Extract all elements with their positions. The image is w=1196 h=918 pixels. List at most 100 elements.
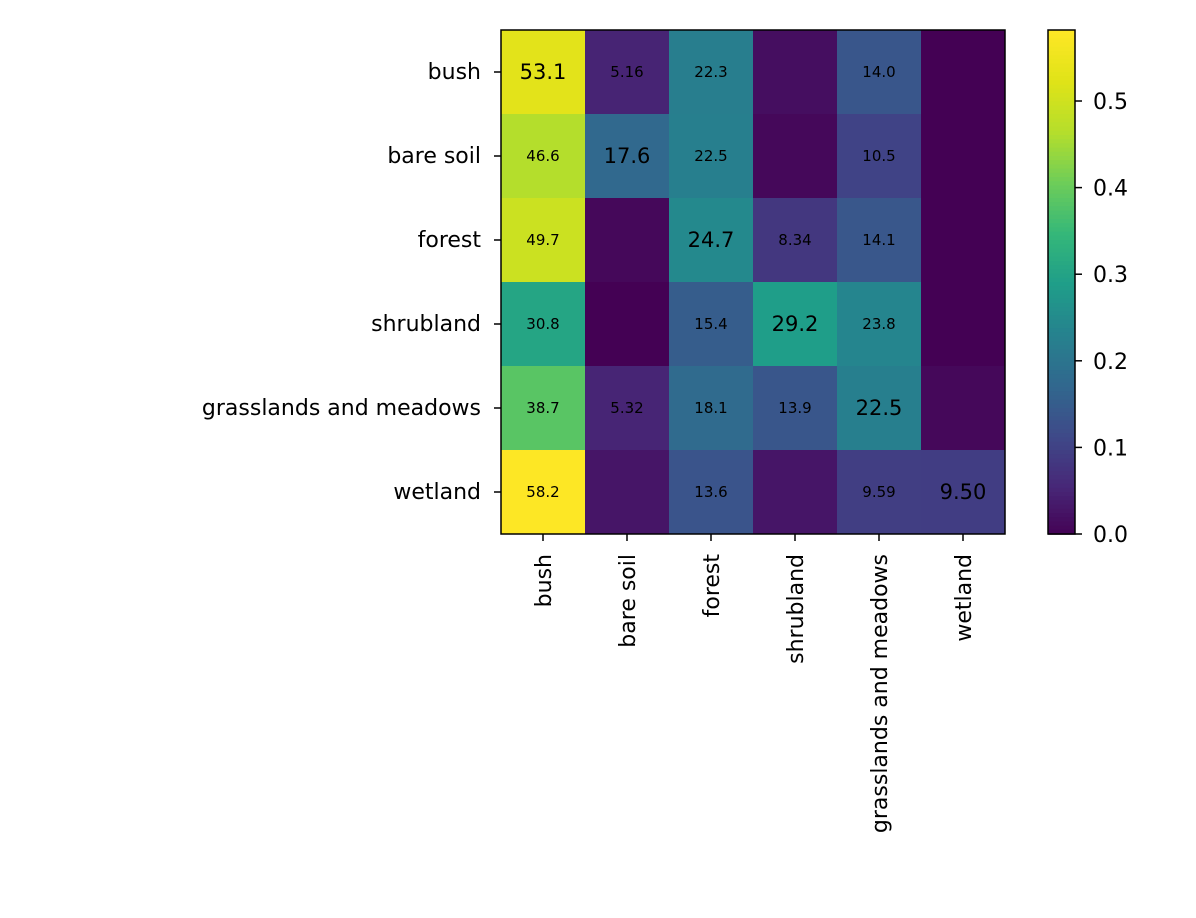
colorbar-gradient-strip xyxy=(1048,252,1075,258)
colorbar-gradient-strip xyxy=(1048,240,1075,245)
colorbar-gradient-strip xyxy=(1048,227,1075,233)
colorbar-gradient-strip xyxy=(1048,277,1075,283)
colorbar-gradient-strip xyxy=(1048,445,1075,451)
heatmap-cell xyxy=(501,114,585,198)
cell-value-label: 8.34 xyxy=(778,231,811,249)
heatmap-cell xyxy=(669,366,753,450)
colorbar-gradient-strip xyxy=(1048,492,1075,497)
colorbar-gradient-strip xyxy=(1048,101,1075,107)
colorbar-gradient-strip xyxy=(1048,30,1075,35)
colorbar-tick-label: 0.2 xyxy=(1093,350,1128,375)
heatmap-cell xyxy=(921,366,1005,450)
cell-value-label: 53.1 xyxy=(520,60,567,84)
colorbar-gradient-strip xyxy=(1048,202,1075,208)
heatmap-cell xyxy=(501,450,585,534)
colorbar-gradient-strip xyxy=(1048,382,1075,388)
colorbar-gradient-strip xyxy=(1048,80,1075,86)
heatmap-cell xyxy=(585,282,669,366)
cell-value-label: 22.5 xyxy=(694,147,727,165)
heatmap-cell xyxy=(921,114,1005,198)
cell-value-label: 9.50 xyxy=(940,480,987,504)
colorbar-gradient-strip xyxy=(1048,332,1075,338)
heatmap-cell xyxy=(837,198,921,282)
colorbar-gradient-strip xyxy=(1048,525,1075,531)
colorbar-gradient-strip xyxy=(1048,168,1075,174)
cell-value-label: 22.5 xyxy=(856,396,903,420)
colorbar-gradient-strip xyxy=(1048,88,1075,94)
cell-value-label: 49.7 xyxy=(526,231,559,249)
colorbar-gradient-strip xyxy=(1048,366,1075,371)
y-tick-label: grasslands and meadows xyxy=(202,396,481,421)
cell-value-label: 18.1 xyxy=(694,399,727,417)
colorbar-gradient-strip xyxy=(1048,231,1075,237)
colorbar-tick-label: 0.4 xyxy=(1093,177,1128,202)
colorbar-gradient-strip xyxy=(1048,500,1075,506)
colorbar-gradient-strip xyxy=(1048,315,1075,321)
colorbar-gradient-strip xyxy=(1048,513,1075,518)
colorbar-gradient-strip xyxy=(1048,420,1075,426)
colorbar-gradient-strip xyxy=(1048,340,1075,346)
colorbar-gradient-strip xyxy=(1048,370,1075,376)
y-tick-label: forest xyxy=(418,228,482,253)
colorbar-frame xyxy=(1047,29,1076,535)
colorbar-gradient-strip xyxy=(1048,311,1075,317)
colorbar-gradient-strip xyxy=(1048,336,1075,342)
heatmap-cell xyxy=(501,366,585,450)
colorbar-tick-label: 0.1 xyxy=(1093,436,1128,461)
heatmap-cell xyxy=(501,30,585,114)
colorbar-gradient-strip xyxy=(1048,504,1075,510)
colorbar-gradient-strip xyxy=(1048,63,1075,69)
cell-value-label: 10.5 xyxy=(862,147,895,165)
colorbar-gradient-strip xyxy=(1048,185,1075,191)
colorbar-gradient-strip xyxy=(1048,454,1075,460)
y-tick-label: wetland xyxy=(393,480,481,505)
heatmap-cell xyxy=(501,198,585,282)
colorbar-gradient-strip xyxy=(1048,130,1075,136)
colorbar-gradient-strip xyxy=(1048,105,1075,111)
colorbar-gradient-strip xyxy=(1048,244,1075,250)
colorbar-gradient-strip xyxy=(1048,286,1075,292)
colorbar-gradient-strip xyxy=(1048,521,1075,527)
colorbar-gradient-strip xyxy=(1048,210,1075,216)
cell-value-label: 22.3 xyxy=(694,63,727,81)
colorbar-gradient-strip xyxy=(1048,269,1075,275)
colorbar-gradient-strip xyxy=(1048,475,1075,481)
colorbar-gradient-strip xyxy=(1048,479,1075,485)
x-tick-label: wetland xyxy=(952,554,977,642)
x-tick-label: grasslands and meadows xyxy=(868,554,893,833)
heatmap-cell xyxy=(921,198,1005,282)
colorbar-gradient-strip xyxy=(1048,433,1075,439)
colorbar: 0.0 0.1 0.2 0.3 0.4 0.5 xyxy=(1047,29,1128,548)
colorbar-gradient-strip xyxy=(1048,193,1075,199)
colorbar-gradient-strip xyxy=(1048,93,1075,98)
colorbar-gradient-strip xyxy=(1048,483,1075,489)
heatmap-cell xyxy=(753,114,837,198)
colorbar-gradient-strip xyxy=(1048,135,1075,140)
colorbar-gradient-strip xyxy=(1048,223,1075,229)
cell-value-label: 14.0 xyxy=(862,63,895,81)
cell-value-label: 30.8 xyxy=(526,315,559,333)
colorbar-gradient-strip xyxy=(1048,416,1075,422)
colorbar-gradient-strip xyxy=(1048,357,1075,363)
cell-value-label: 29.2 xyxy=(772,312,819,336)
colorbar-gradient-strip xyxy=(1048,248,1075,254)
colorbar-gradient-strip xyxy=(1048,118,1075,124)
colorbar-gradient-strip xyxy=(1048,441,1075,447)
heatmap-cell xyxy=(753,30,837,114)
colorbar-gradient-strip xyxy=(1048,122,1075,128)
colorbar-gradient-strip xyxy=(1048,529,1075,535)
colorbar-gradient-strip xyxy=(1048,328,1075,334)
colorbar-gradient-strip xyxy=(1048,214,1075,220)
colorbar-gradient-strip xyxy=(1048,46,1075,52)
colorbar-gradient-strip xyxy=(1048,76,1075,82)
colorbar-gradient-strip xyxy=(1048,412,1075,418)
colorbar-gradient-strip xyxy=(1048,487,1075,493)
cell-value-label: 23.8 xyxy=(862,315,895,333)
colorbar-gradient-strip xyxy=(1048,189,1075,195)
colorbar-gradient-strip xyxy=(1048,471,1075,476)
cell-value-label: 9.59 xyxy=(862,483,895,501)
colorbar-gradient-strip xyxy=(1048,294,1075,300)
y-axis: bush bare soil forest shrubland grasslands a… xyxy=(202,60,501,505)
colorbar-gradient-strip xyxy=(1048,84,1075,90)
